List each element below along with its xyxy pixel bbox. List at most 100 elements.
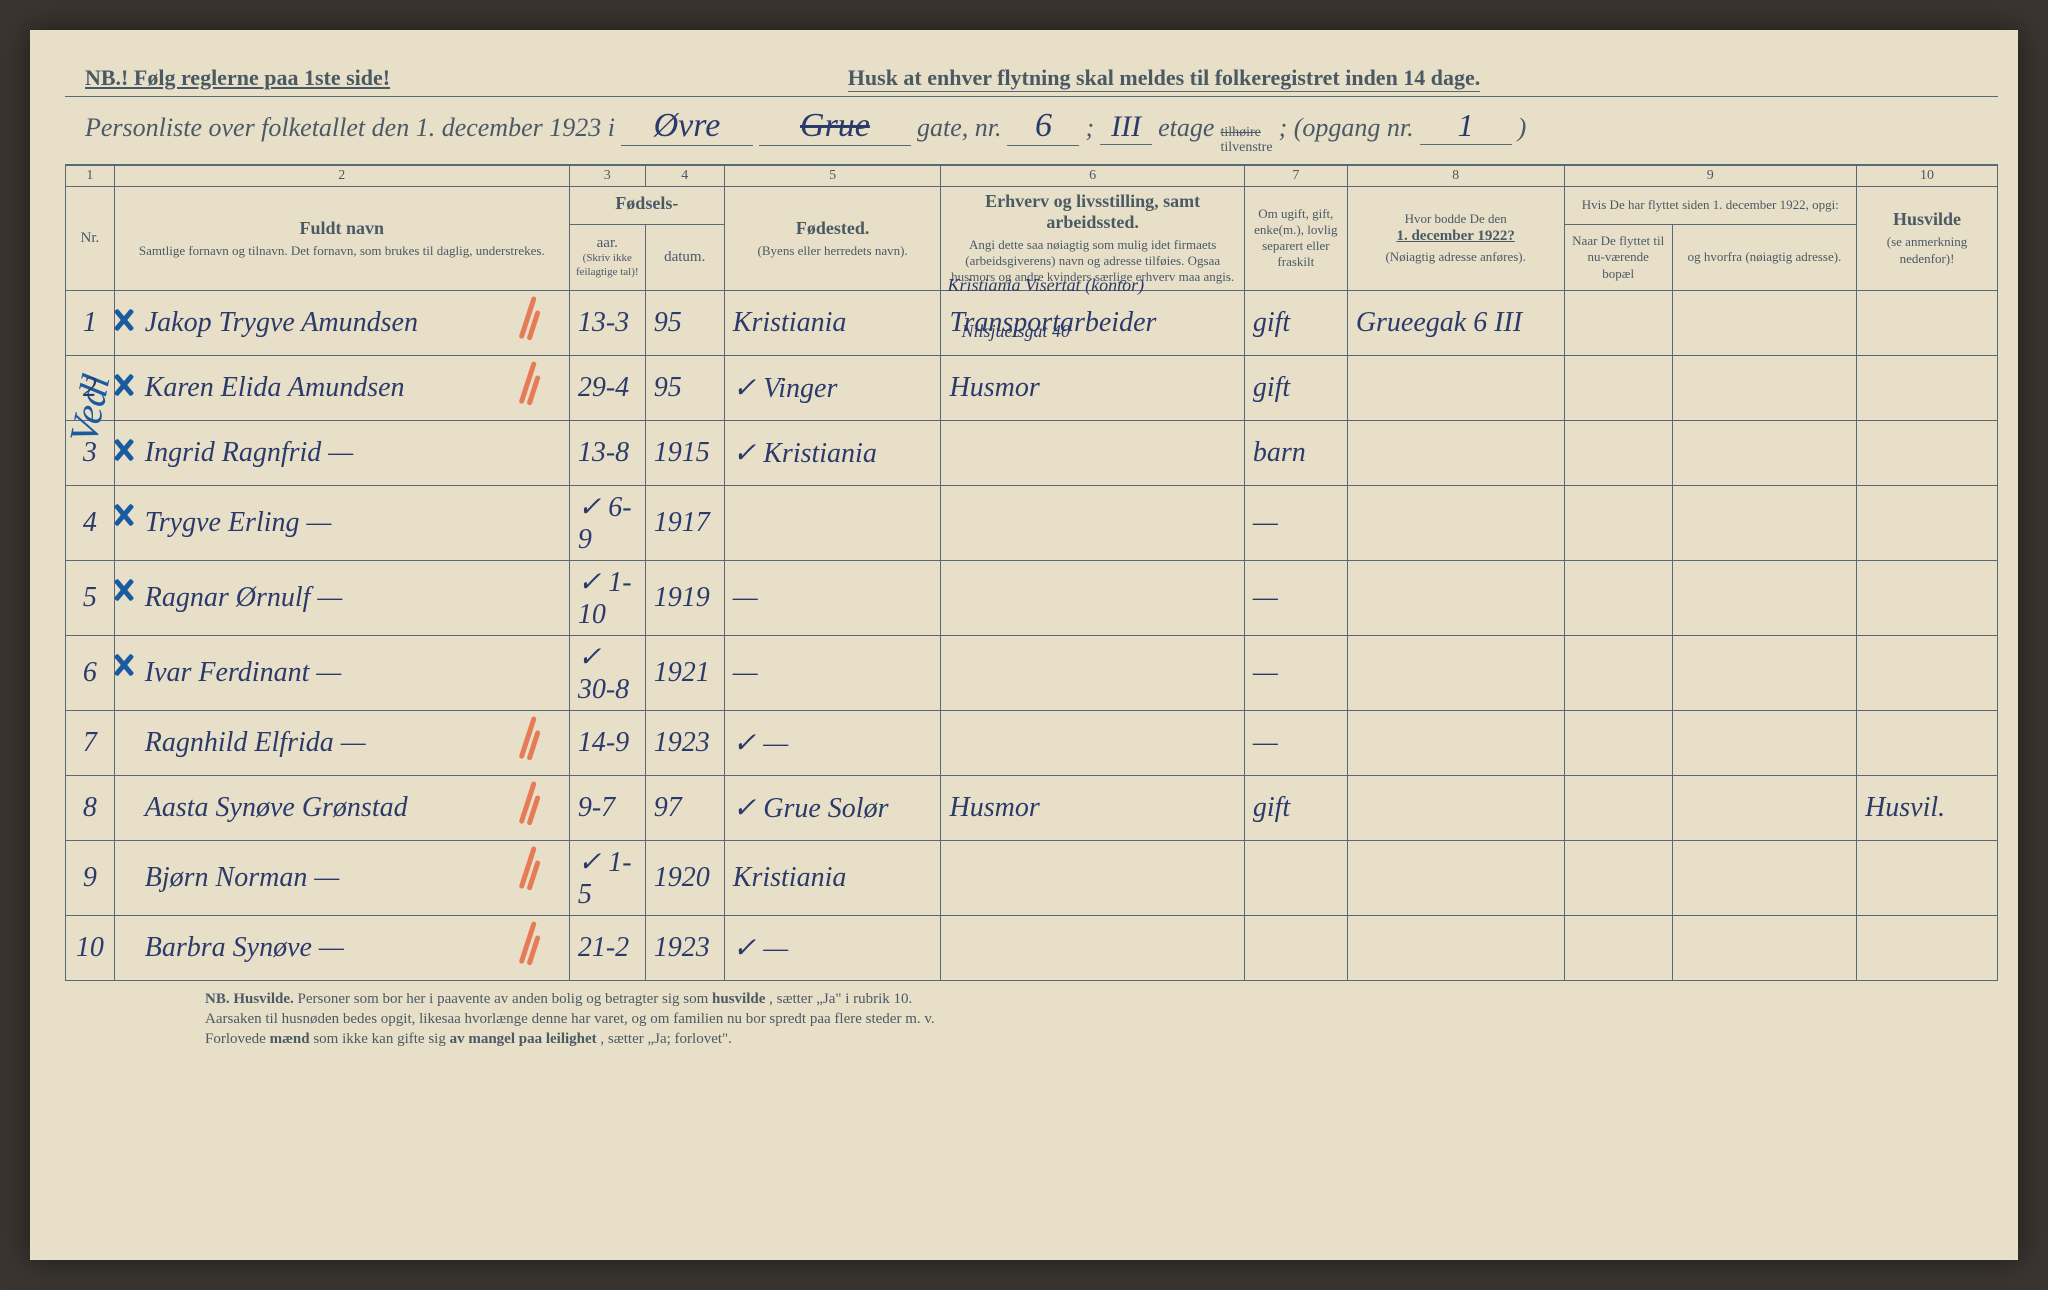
table-row: 5Ragnar Ørnulf —✓ 1-101919——	[66, 560, 1998, 635]
row-nr: 10	[66, 915, 115, 980]
cell: ✓ 30-8	[569, 635, 645, 710]
cell: Kristiania	[724, 840, 941, 915]
side-options: tilhøire tilvenstre	[1220, 125, 1272, 156]
row-nr: 4	[66, 485, 115, 560]
coln-6: 6	[941, 165, 1244, 186]
th-husvilde: Husvilde (se anmerkning nedenfor)!	[1857, 186, 1998, 290]
cell	[1857, 840, 1998, 915]
coln-2: 2	[114, 165, 569, 186]
cell	[1347, 355, 1564, 420]
cell: ✓ —	[724, 710, 941, 775]
row-nr: 5	[66, 560, 115, 635]
cell: gift	[1244, 355, 1347, 420]
cell	[1564, 840, 1672, 915]
cell: 1919	[645, 560, 724, 635]
row-nr: 8	[66, 775, 115, 840]
cell-name: Barbra Synøve —	[114, 915, 569, 980]
cell: ✓ Vinger	[724, 355, 941, 420]
cell: ✓ —	[724, 915, 941, 980]
table-row: 2Karen Elida Amundsen29-495✓ VingerHusmo…	[66, 355, 1998, 420]
cell-occupation	[941, 560, 1244, 635]
th-fodested: Fødested. (Byens eller herredets navn).	[724, 186, 941, 290]
cell	[1347, 775, 1564, 840]
cell	[1564, 560, 1672, 635]
cell-name: Bjørn Norman —	[114, 840, 569, 915]
gate-nr: 6	[1007, 107, 1079, 146]
cell: ✓ 6-9	[569, 485, 645, 560]
table-row: 1Jakop Trygve Amundsen13-395KristianiaTr…	[66, 290, 1998, 355]
footer-l3a: Forlovede	[205, 1031, 270, 1047]
coln-8: 8	[1347, 165, 1564, 186]
cell	[724, 485, 941, 560]
cell-name: Ragnhild Elfrida —	[114, 710, 569, 775]
th-1922: Hvor bodde De den 1. december 1922? (Nøi…	[1347, 186, 1564, 290]
footer-nb: NB. Husvilde.	[205, 991, 294, 1007]
th-flyttet-b: og hvorfra (nøiagtig adresse).	[1672, 225, 1856, 290]
cell: 1921	[645, 635, 724, 710]
header-top: NB.! Følg reglerne paa 1ste side! Husk a…	[65, 65, 1998, 97]
cell-name: Ingrid Ragnfrid —	[114, 420, 569, 485]
cell	[1857, 635, 1998, 710]
cell: 95	[645, 355, 724, 420]
cell: —	[724, 635, 941, 710]
table-row: 10Barbra Synøve —21-21923✓ —	[66, 915, 1998, 980]
etage-label: etage	[1158, 113, 1214, 143]
cell: gift	[1244, 775, 1347, 840]
cell: barn	[1244, 420, 1347, 485]
cell: 1920	[645, 840, 724, 915]
blue-mark-icon	[111, 652, 137, 678]
cell	[1672, 635, 1856, 710]
red-mark-icon	[518, 845, 545, 891]
cell-name: Ragnar Ørnulf —	[114, 560, 569, 635]
cell: ✓ Grue Solør	[724, 775, 941, 840]
cell	[1672, 775, 1856, 840]
cell	[1564, 635, 1672, 710]
footer-l3d: av mangel paa leilighet	[450, 1031, 597, 1047]
blue-mark-icon	[111, 372, 137, 398]
cell: 29-4	[569, 355, 645, 420]
cell: 9-7	[569, 775, 645, 840]
cell	[1564, 775, 1672, 840]
th-flyttet: Hvis De har flyttet siden 1. december 19…	[1564, 186, 1857, 224]
cell	[1672, 710, 1856, 775]
th-fodsels: Fødsels-	[569, 186, 724, 224]
opgang-nr: 1	[1420, 107, 1512, 145]
cell-occupation	[941, 420, 1244, 485]
cell-occupation	[941, 840, 1244, 915]
th-aar: aar. (Skriv ikke feilagtige tal)!	[569, 225, 645, 290]
cell	[1347, 485, 1564, 560]
cell-occupation	[941, 710, 1244, 775]
footer-l3e: , sætter „Ja; forlovet".	[600, 1031, 732, 1047]
street-2-struck: Grue	[759, 107, 911, 146]
cell	[1857, 710, 1998, 775]
header-row-1: Nr. Fuldt navn Samtlige fornavn og tilna…	[66, 186, 1998, 224]
row-nr: 1	[66, 290, 115, 355]
table-row: 8Aasta Synøve Grønstad9-797✓ Grue SolørH…	[66, 775, 1998, 840]
th-navn: Fuldt navn Samtlige fornavn og tilnavn. …	[114, 186, 569, 290]
close-paren: )	[1518, 113, 1527, 143]
coln-5: 5	[724, 165, 941, 186]
cell	[1672, 355, 1856, 420]
footer-l3b: mænd	[270, 1031, 310, 1047]
gate-label: gate, nr.	[917, 113, 1002, 143]
cell	[1857, 560, 1998, 635]
cell-occupation	[941, 915, 1244, 980]
blue-mark-icon	[111, 307, 137, 333]
coln-7: 7	[1244, 165, 1347, 186]
nb-rules: NB.! Følg reglerne paa 1ste side!	[85, 65, 390, 92]
cell	[1564, 290, 1672, 355]
document-page: Vedl NB.! Følg reglerne paa 1ste side! H…	[30, 30, 2018, 1260]
red-mark-icon	[518, 295, 545, 341]
th-datum: datum.	[645, 225, 724, 290]
cell	[1564, 485, 1672, 560]
cell: —	[1244, 635, 1347, 710]
opgang-label: ; (opgang nr.	[1279, 113, 1414, 143]
cell-name: Aasta Synøve Grønstad	[114, 775, 569, 840]
cell	[1672, 915, 1856, 980]
th-civil: Om ugift, gift, enke(m.), lovlig separer…	[1244, 186, 1347, 290]
street-1: Øvre	[621, 107, 753, 146]
th-nr: Nr.	[66, 186, 115, 290]
census-table: 1 2 3 4 5 6 7 8 9 10 Nr. Fuldt navn Samt…	[65, 165, 1998, 981]
table-row: 3Ingrid Ragnfrid —13-81915✓ Kristianiaba…	[66, 420, 1998, 485]
col-numbers-row: 1 2 3 4 5 6 7 8 9 10	[66, 165, 1998, 186]
